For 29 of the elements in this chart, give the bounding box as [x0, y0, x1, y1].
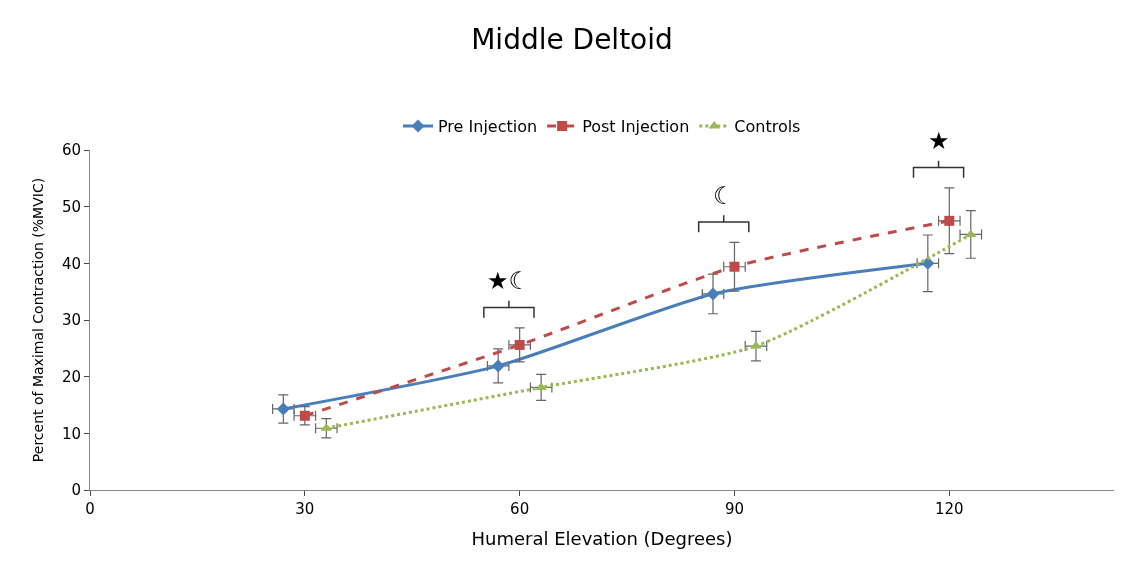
y-tick-label: 30	[61, 311, 81, 330]
legend-label: Post Injection	[582, 117, 690, 137]
point	[706, 287, 720, 301]
x-tick-label: 60	[510, 500, 530, 518]
y-tick-label: 10	[61, 424, 81, 443]
y-axis-title: Percent of Maximal Contraction (%MVIC)	[29, 177, 46, 463]
point	[491, 359, 505, 373]
x-tick-label: 120	[934, 500, 964, 518]
point	[276, 402, 290, 416]
x-tick-label: 30	[295, 500, 315, 518]
x-tick-label: 0	[85, 500, 95, 518]
annotation: ☾	[713, 182, 735, 210]
y-tick-label: 60	[61, 141, 81, 160]
point	[921, 256, 935, 270]
y-tick-label: 40	[61, 254, 81, 273]
chart-title: Middle Deltoid	[471, 22, 673, 56]
legend-label: Controls	[734, 117, 801, 137]
annotation: ★	[928, 127, 950, 155]
y-tick-label: 50	[61, 197, 81, 216]
point	[299, 410, 310, 421]
x-axis-title: Humeral Elevation (Degrees)	[471, 528, 733, 550]
y-tick-label: 20	[61, 367, 81, 386]
y-tick-label: 0	[71, 481, 81, 500]
legend-label: Pre Injection	[438, 117, 538, 137]
point	[944, 215, 955, 226]
annotation: ★☾	[487, 267, 531, 295]
point	[729, 261, 740, 272]
x-tick-label: 90	[724, 500, 745, 518]
point	[514, 339, 525, 350]
